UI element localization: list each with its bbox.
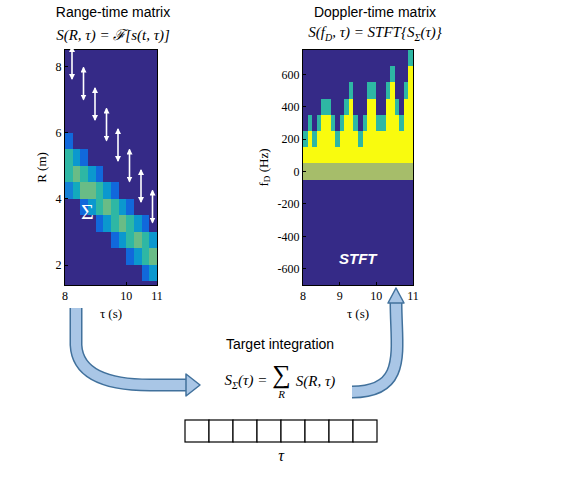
html-text:Range-time matrix: Range-time matrix xyxy=(55,4,171,20)
svg-text:Σ: Σ xyxy=(81,199,94,224)
svg-text:R (m): R (m) xyxy=(34,152,49,183)
svg-text:9: 9 xyxy=(337,289,343,303)
html-text:R: R xyxy=(278,388,285,400)
svg-text:10: 10 xyxy=(120,289,132,303)
html-text:S(R, τ): S(R, τ) xyxy=(295,372,336,389)
html-text:τ: τ xyxy=(278,447,284,464)
svg-text:8: 8 xyxy=(300,289,306,303)
svg-text:STFT: STFT xyxy=(339,250,378,267)
svg-text:-600: -600 xyxy=(278,262,300,276)
html-text:Target integration: Target integration xyxy=(225,336,335,352)
svg-text:τ (s): τ (s) xyxy=(100,306,122,321)
svg-text:τ (s): τ (s) xyxy=(347,306,369,321)
svg-text:200: 200 xyxy=(282,132,300,146)
svg-text:2: 2 xyxy=(56,258,62,272)
svg-text:400: 400 xyxy=(282,100,300,114)
svg-text:f​D​ (Hz): f​D​ (Hz) xyxy=(256,149,273,187)
svg-text:-400: -400 xyxy=(278,230,300,244)
svg-text:-200: -200 xyxy=(278,197,300,211)
svg-text:8: 8 xyxy=(56,60,62,74)
svg-text:11: 11 xyxy=(151,289,163,303)
svg-text:6: 6 xyxy=(56,126,62,140)
html-text:SΣ(τ) = ∑: SΣ(τ) = ∑ xyxy=(224,360,291,391)
svg-text:10: 10 xyxy=(370,289,382,303)
svg-text:8: 8 xyxy=(62,289,68,303)
svg-text:4: 4 xyxy=(56,192,62,206)
html-text:Doppler-time matrix: Doppler-time matrix xyxy=(313,4,437,20)
svg-text:600: 600 xyxy=(282,68,300,82)
html-text:S(R, τ) = ℱ[s(t, τ)]: S(R, τ) = ℱ[s(t, τ)] xyxy=(56,27,170,43)
svg-text:11: 11 xyxy=(407,289,419,303)
html-text:S(fD, τ) = STFT{SΣ(τ)}: S(fD, τ) = STFT{SΣ(τ)} xyxy=(308,24,442,43)
svg-text:0: 0 xyxy=(294,165,300,179)
